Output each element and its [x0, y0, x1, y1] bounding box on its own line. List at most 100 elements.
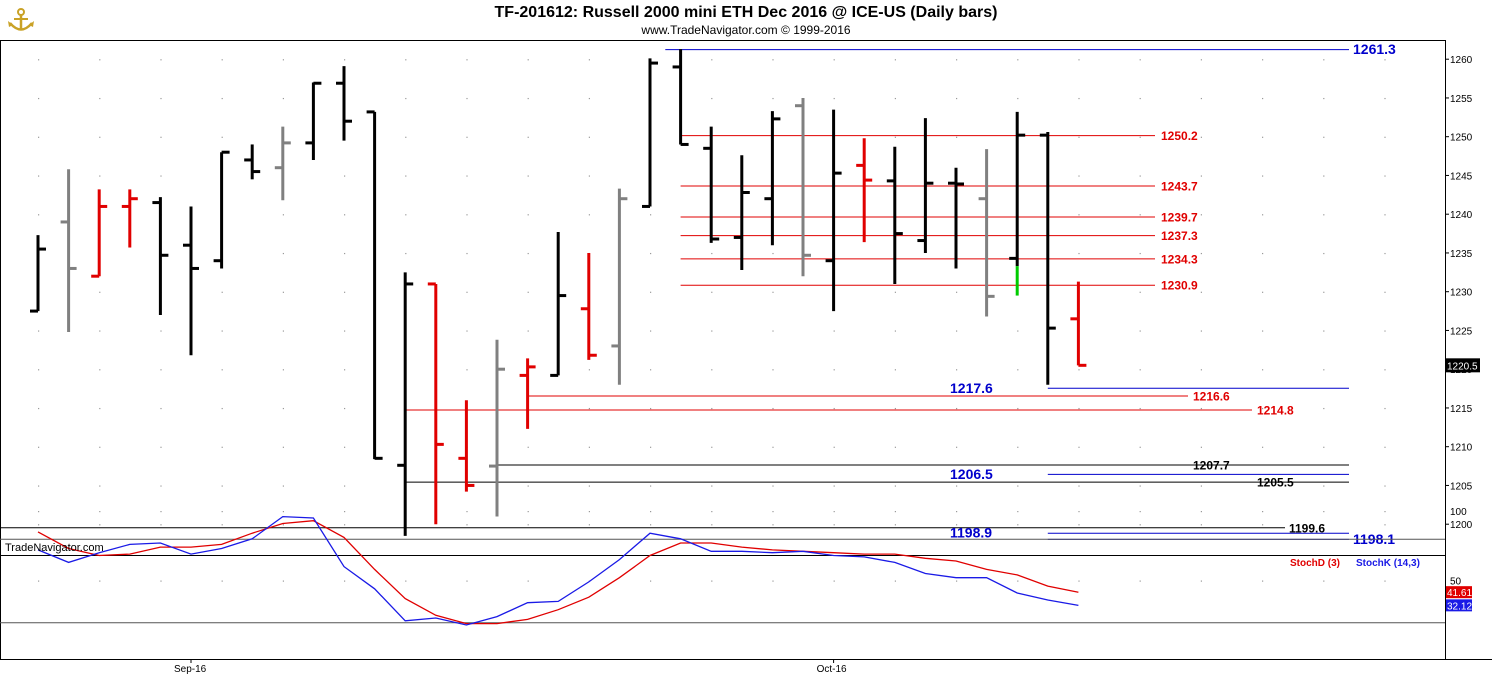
y-tick-label: 1250 — [1450, 133, 1473, 144]
grid-dot — [1078, 511, 1080, 513]
grid-dot — [1384, 136, 1386, 138]
grid-dot — [772, 291, 774, 293]
ohlc-bar — [152, 197, 169, 315]
grid-dot — [344, 214, 346, 216]
y-tick-label: 1200 — [1450, 520, 1473, 531]
grid-dot — [527, 252, 529, 255]
grid-dot — [711, 291, 713, 293]
grid-dot — [38, 369, 40, 371]
grid-dot — [99, 59, 101, 61]
watermark-text: TradeNavigator.com — [5, 542, 104, 554]
grid-dot — [527, 446, 529, 448]
ohlc-bar — [183, 206, 199, 356]
grid-dot — [772, 485, 774, 487]
grid-dot — [99, 291, 101, 293]
grid-dot — [221, 446, 223, 448]
stoch-last-label: 41.61 — [1447, 588, 1472, 599]
grid-dot — [588, 511, 590, 513]
grid-dot — [1384, 252, 1386, 255]
grid-dot — [588, 369, 590, 371]
grid-dot — [1384, 524, 1386, 526]
ohlc-bar — [550, 232, 567, 377]
ohlc-bar — [733, 155, 750, 270]
y-tick-label: 1235 — [1450, 249, 1473, 260]
level-label: 1239.7 — [1161, 211, 1198, 225]
grid-dot — [466, 511, 468, 513]
level-label: 1216.6 — [1193, 390, 1230, 404]
grid-dot — [833, 580, 835, 582]
grid-dot — [1200, 407, 1202, 410]
level-label: 1230.9 — [1161, 279, 1198, 293]
grid-dot — [588, 97, 590, 100]
ohlc-bar — [213, 150, 230, 269]
grid-dot — [711, 485, 713, 487]
grid-dot — [894, 330, 896, 332]
ohlc-bar — [489, 339, 505, 517]
grid-dot — [1200, 580, 1202, 582]
level-label: 1237.3 — [1161, 229, 1198, 243]
grid-dot — [650, 524, 652, 526]
grid-dot — [99, 580, 101, 582]
grid-dot — [282, 485, 284, 487]
grid-dot — [956, 291, 958, 293]
grid-dot — [282, 446, 284, 448]
ohlc-bar — [1070, 281, 1087, 367]
grid-dot — [1384, 369, 1386, 371]
grid-dot — [1139, 485, 1141, 487]
grid-dot — [1323, 369, 1325, 371]
grid-dot — [1078, 214, 1080, 216]
grid-dot — [711, 580, 713, 582]
grid-dot — [1139, 580, 1141, 582]
grid-dot — [527, 214, 529, 216]
x-tick-label: Oct-16 — [817, 664, 847, 675]
grid-dot — [1323, 214, 1325, 216]
level-label: 1243.7 — [1161, 180, 1198, 194]
stoch-tick-label: 100 — [1450, 507, 1467, 518]
grid-dot — [1017, 580, 1019, 582]
grid-dot — [1078, 369, 1080, 371]
stoch-series-line — [37, 515, 1079, 626]
trade-navigator-logo-icon — [8, 8, 34, 31]
grid-dot — [1078, 252, 1080, 255]
grid-dot — [1262, 524, 1264, 526]
grid-dot — [833, 485, 835, 487]
ohlc-bar — [642, 58, 658, 208]
grid-dot — [1262, 369, 1264, 371]
grid-dot — [1078, 59, 1080, 61]
ohlc-bar — [305, 81, 322, 160]
grid-dot — [282, 524, 284, 526]
grid-dot — [344, 580, 346, 582]
grid-dot — [1078, 485, 1080, 487]
grid-dot — [1384, 97, 1386, 100]
grid-dot — [1262, 580, 1264, 582]
grid-dot — [772, 330, 774, 332]
grid-dot — [956, 136, 958, 138]
grid-dot — [588, 136, 590, 138]
grid-dot — [588, 524, 590, 526]
grid-dot — [711, 524, 713, 526]
ohlc-bar — [825, 109, 842, 312]
grid-dot — [1384, 407, 1386, 410]
grid-dot — [1262, 136, 1264, 138]
grid-dot — [711, 446, 713, 448]
grid-dot — [466, 252, 468, 255]
grid-dot — [1139, 291, 1141, 293]
grid-dot — [711, 407, 713, 410]
grid-dot — [772, 446, 774, 448]
grid-dot — [1323, 291, 1325, 293]
grid-dot — [1384, 485, 1386, 487]
grid-dot — [588, 214, 590, 216]
last-price-label: 1220.5 — [1447, 361, 1478, 372]
grid-dot — [221, 59, 223, 61]
grid-dot — [282, 330, 284, 332]
grid-dot — [99, 511, 101, 513]
grid-dot — [38, 446, 40, 448]
grid-dot — [344, 511, 346, 513]
grid-dot — [1384, 59, 1386, 61]
grid-dot — [1017, 97, 1019, 100]
grid-dot — [894, 369, 896, 371]
grid-dot — [711, 330, 713, 332]
y-tick-label: 1210 — [1450, 443, 1473, 454]
grid-dot — [894, 136, 896, 138]
grid-dot — [894, 580, 896, 582]
